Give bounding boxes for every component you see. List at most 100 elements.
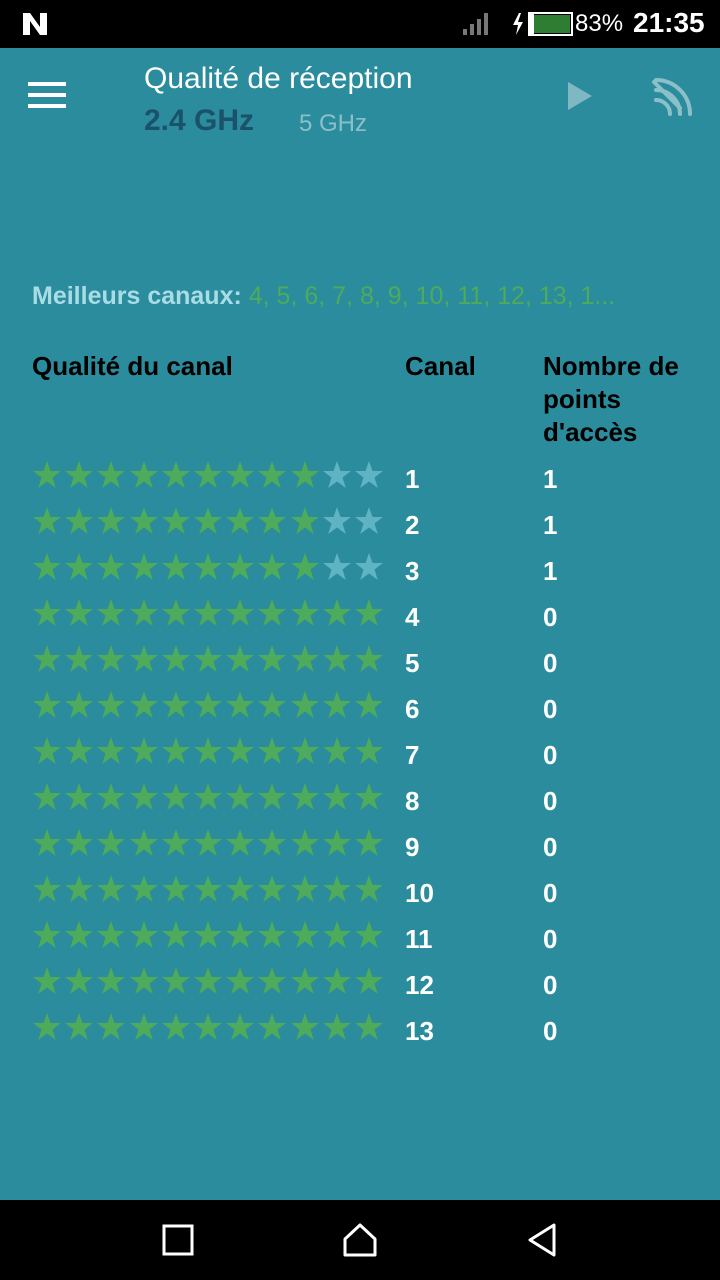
best-channels-label: Meilleurs canaux:: [32, 282, 242, 310]
star-filled-icon: [129, 645, 158, 672]
star-filled-icon: [322, 737, 351, 764]
star-filled-icon: [129, 921, 158, 948]
star-filled-icon: [65, 691, 94, 718]
header-channel: Canal: [405, 351, 476, 381]
channel-number: 9: [405, 832, 420, 862]
star-filled-icon: [129, 599, 158, 626]
tab-2-4-ghz[interactable]: 2.4 GHz: [144, 104, 255, 137]
access-point-count: 1: [543, 556, 558, 586]
star-filled-icon: [97, 875, 126, 902]
home-icon[interactable]: [340, 1220, 380, 1260]
access-point-count: 0: [543, 1016, 558, 1046]
star-filled-icon: [97, 599, 126, 626]
star-filled-icon: [322, 1013, 351, 1040]
star-filled-icon: [33, 599, 61, 626]
access-point-count: 1: [543, 464, 558, 494]
channel-number: 11: [405, 924, 433, 954]
star-filled-icon: [226, 553, 255, 580]
star-filled-icon: [258, 1013, 287, 1040]
star-filled-icon: [355, 737, 383, 764]
star-filled-icon: [226, 507, 255, 534]
star-filled-icon: [161, 461, 190, 488]
star-filled-icon: [129, 553, 158, 580]
table-row: 11 0: [0, 920, 720, 966]
wifi-scan-icon[interactable]: [650, 76, 692, 116]
star-filled-icon: [226, 691, 255, 718]
star-filled-icon: [290, 645, 319, 672]
star-filled-icon: [226, 645, 255, 672]
star-filled-icon: [33, 507, 61, 534]
star-filled-icon: [97, 1013, 126, 1040]
star-filled-icon: [290, 507, 319, 534]
access-point-count: 0: [543, 648, 558, 678]
star-filled-icon: [97, 553, 126, 580]
star-filled-icon: [258, 783, 287, 810]
tab-5-ghz[interactable]: 5 GHz: [299, 110, 368, 137]
star-filled-icon: [129, 691, 158, 718]
channel-number: 5: [405, 648, 420, 678]
star-filled-icon: [322, 783, 351, 810]
star-filled-icon: [322, 967, 351, 994]
star-filled-icon: [290, 967, 319, 994]
star-filled-icon: [355, 691, 383, 718]
star-filled-icon: [194, 553, 222, 580]
star-filled-icon: [258, 461, 287, 488]
channel-number: 4: [405, 602, 420, 632]
channel-number: 7: [405, 740, 420, 770]
recent-apps-icon[interactable]: [158, 1220, 198, 1260]
star-filled-icon: [65, 875, 94, 902]
star-filled-icon: [161, 599, 190, 626]
access-point-count: 0: [543, 786, 558, 816]
table-row: 10 0: [0, 874, 720, 920]
back-icon[interactable]: [522, 1220, 562, 1260]
star-filled-icon: [194, 599, 222, 626]
star-filled-icon: [258, 737, 287, 764]
star-filled-icon: [161, 691, 190, 718]
star-filled-icon: [65, 967, 94, 994]
star-filled-icon: [226, 461, 255, 488]
star-filled-icon: [355, 645, 383, 672]
star-filled-icon: [33, 737, 61, 764]
star-filled-icon: [226, 1013, 255, 1040]
clock: 21:35: [633, 7, 705, 38]
star-filled-icon: [355, 829, 383, 856]
star-filled-icon: [355, 921, 383, 948]
star-filled-icon: [322, 875, 351, 902]
star-filled-icon: [97, 507, 126, 534]
star-filled-icon: [33, 461, 61, 488]
star-empty-icon: [322, 507, 351, 534]
channel-number: 13: [405, 1016, 434, 1046]
channel-number: 8: [405, 786, 420, 816]
star-filled-icon: [258, 875, 287, 902]
star-filled-icon: [161, 967, 190, 994]
star-filled-icon: [290, 783, 319, 810]
access-point-count: 0: [543, 694, 558, 724]
menu-icon[interactable]: [28, 80, 68, 110]
table-row: 12 0: [0, 966, 720, 1012]
star-empty-icon: [322, 461, 351, 488]
star-filled-icon: [258, 829, 287, 856]
star-filled-icon: [97, 829, 126, 856]
star-filled-icon: [194, 645, 222, 672]
star-filled-icon: [33, 553, 61, 580]
battery-percentage: 83%: [575, 10, 624, 37]
star-filled-icon: [65, 829, 94, 856]
channel-number: 10: [405, 878, 434, 908]
star-filled-icon: [161, 783, 190, 810]
star-filled-icon: [129, 967, 158, 994]
star-filled-icon: [322, 691, 351, 718]
star-filled-icon: [355, 783, 383, 810]
star-filled-icon: [65, 1013, 94, 1040]
star-filled-icon: [33, 645, 61, 672]
star-filled-icon: [290, 921, 319, 948]
play-icon[interactable]: [566, 80, 594, 112]
star-filled-icon: [129, 507, 158, 534]
battery-charging-icon: [513, 12, 573, 36]
star-filled-icon: [258, 921, 287, 948]
access-point-count: 0: [543, 602, 558, 632]
channel-number: 6: [405, 694, 420, 724]
star-filled-icon: [161, 507, 190, 534]
